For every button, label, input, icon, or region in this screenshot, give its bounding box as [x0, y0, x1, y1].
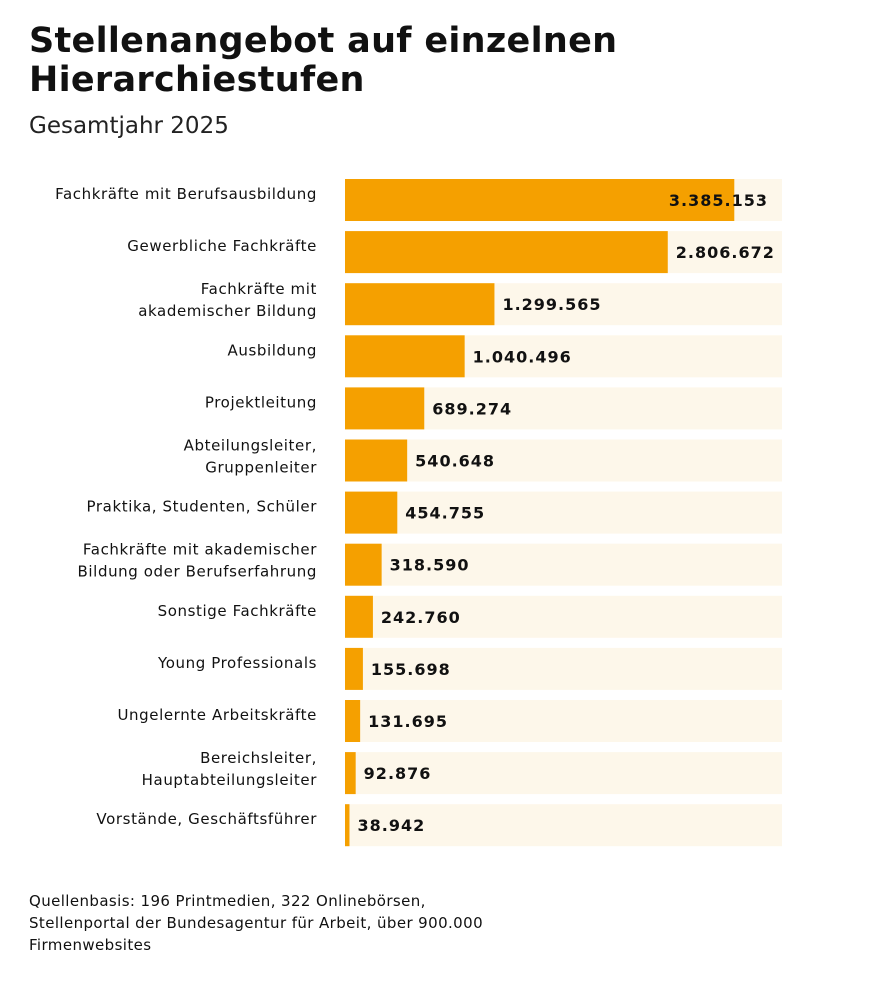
- bar: [345, 647, 363, 690]
- category-label: Vorstände, Geschäftsführer: [96, 810, 317, 828]
- value-label: 3.385.153: [669, 191, 768, 210]
- bar: [345, 283, 495, 326]
- category-label: Projektleitung: [205, 393, 317, 411]
- category-label: Fachkräfte mit akademischer Bildung oder …: [78, 541, 318, 581]
- value-label: 38.942: [357, 816, 425, 835]
- bar: [345, 231, 668, 274]
- category-label: Sonstige Fachkräfte: [158, 602, 317, 620]
- bar-track: [345, 491, 782, 534]
- bar: [345, 439, 408, 482]
- category-label: Ausbildung: [228, 341, 318, 359]
- bar-track: [345, 439, 782, 482]
- chart-title: Stellenangebot auf einzelnen Hierarchies…: [29, 21, 618, 100]
- bar-track: [345, 647, 782, 690]
- source-note: Quellenbasis: 196 Printmedien, 322 Onlin…: [29, 892, 484, 954]
- bar: [345, 491, 398, 534]
- category-label: Bereichsleiter, Hauptabteilungsleiter: [142, 749, 318, 789]
- value-label: 318.590: [390, 556, 470, 575]
- bar-track: [345, 804, 782, 847]
- category-label: Gewerbliche Fachkräfte: [127, 237, 317, 255]
- bar: [345, 335, 465, 378]
- chart-subtitle: Gesamtjahr 2025: [29, 113, 229, 139]
- category-label: Abteilungsleiter, Gruppenleiter: [184, 437, 318, 477]
- category-label: Fachkräfte mit akademischer Bildung: [138, 280, 317, 320]
- value-label: 1.040.496: [473, 347, 572, 366]
- value-label: 131.695: [368, 712, 448, 731]
- bar-track: [345, 543, 782, 586]
- bar: [345, 752, 356, 795]
- bar: [345, 179, 735, 221]
- bar: [345, 543, 382, 586]
- category-label: Praktika, Studenten, Schüler: [87, 498, 318, 516]
- bar: [345, 595, 373, 638]
- category-label: Ungelernte Arbeitskräfte: [117, 706, 317, 724]
- bar-track: [345, 595, 782, 638]
- category-label: Young Professionals: [157, 654, 317, 672]
- value-label: 155.698: [371, 660, 451, 679]
- bar-track: [345, 752, 782, 795]
- bar-track: [345, 700, 782, 742]
- value-label: 540.648: [415, 452, 495, 471]
- value-label: 92.876: [364, 764, 432, 783]
- category-label: Fachkräfte mit Berufsausbildung: [55, 185, 317, 203]
- value-label: 689.274: [432, 399, 512, 418]
- bar: [345, 804, 350, 847]
- bar: [345, 387, 425, 430]
- bar: [345, 700, 361, 742]
- value-label: 242.760: [381, 608, 461, 627]
- value-label: 2.806.672: [676, 243, 775, 262]
- value-label: 1.299.565: [502, 295, 601, 314]
- value-label: 454.755: [405, 504, 485, 523]
